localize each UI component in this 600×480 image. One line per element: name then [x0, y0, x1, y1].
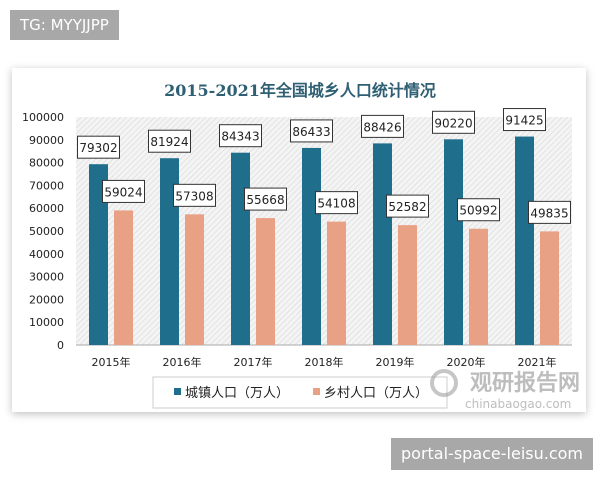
- x-tick-label: 2015年: [92, 355, 131, 369]
- y-tick-label: 30000: [29, 271, 64, 284]
- data-label-box: [315, 191, 358, 215]
- x-tick-label: 2020年: [447, 355, 486, 369]
- chart-title: 2015-2021年全国城乡人口统计情况: [164, 81, 436, 100]
- x-tick-label: 2016年: [163, 355, 202, 369]
- logo: 观研报告网 chinabaogao.com: [430, 369, 580, 411]
- bar-rural: [185, 214, 204, 345]
- bar-rural: [540, 231, 559, 345]
- data-label-rural: 57308: [175, 189, 213, 203]
- data-label-box: [77, 135, 120, 159]
- x-tick-label: 2017年: [234, 355, 273, 369]
- y-tick-label: 60000: [29, 202, 64, 215]
- x-tick-label: 2021年: [518, 355, 557, 369]
- data-label-box: [457, 198, 500, 222]
- data-label-rural: 52582: [388, 200, 426, 214]
- data-label-box: [219, 124, 262, 148]
- y-tick-label: 80000: [29, 157, 64, 170]
- data-label-urban: 81924: [150, 135, 188, 149]
- bar-urban: [444, 139, 463, 345]
- legend-swatch-urban: [174, 388, 181, 395]
- y-tick-label: 10000: [29, 316, 64, 329]
- watermark-top-left: TG: MYYJJPP: [10, 10, 119, 40]
- data-label-rural: 50992: [459, 204, 497, 218]
- bar-rural: [256, 218, 275, 345]
- plot-background: [76, 117, 572, 345]
- data-label-box: [503, 108, 546, 132]
- data-label-box: [432, 110, 475, 134]
- bar-urban: [373, 143, 392, 345]
- bar-rural: [327, 221, 346, 345]
- data-label-rural: 49835: [530, 206, 568, 220]
- y-tick-label: 100000: [22, 111, 64, 124]
- bar-rural: [398, 225, 417, 345]
- y-tick-label: 90000: [29, 134, 64, 147]
- legend-box: [152, 376, 448, 409]
- bar-urban: [302, 147, 321, 345]
- bar-urban: [515, 136, 534, 345]
- data-label-box: [290, 119, 333, 143]
- legend-label-urban: 城镇人口（万人）: [185, 386, 289, 401]
- data-label-box: [244, 187, 287, 211]
- x-tick-label: 2019年: [376, 355, 415, 369]
- data-label-box: [102, 179, 145, 203]
- data-label-box: [386, 194, 429, 218]
- data-label-box: [528, 200, 571, 224]
- data-label-urban: 90220: [434, 116, 472, 130]
- logo-url: chinabaogao.com: [465, 397, 571, 411]
- data-label-urban: 86433: [292, 125, 330, 139]
- data-label-rural: 59024: [104, 185, 142, 199]
- bar-rural: [114, 210, 133, 345]
- bar-urban: [231, 152, 250, 345]
- logo-name: 观研报告网: [470, 371, 580, 396]
- x-tick-label: 2018年: [305, 355, 344, 369]
- legend-swatch-rural: [313, 388, 320, 395]
- data-label-box: [361, 114, 404, 138]
- data-label-box: [173, 183, 216, 207]
- data-label-urban: 88426: [363, 120, 401, 134]
- legend-label-rural: 乡村人口（万人）: [324, 386, 428, 401]
- data-label-urban: 84343: [221, 130, 259, 144]
- data-label-box: [148, 129, 191, 153]
- logo-mark-icon: [430, 369, 458, 397]
- bar-rural: [469, 228, 488, 345]
- y-tick-label: 0: [57, 339, 64, 352]
- data-label-rural: 55668: [246, 193, 284, 207]
- data-label-urban: 91425: [505, 114, 543, 128]
- data-label-urban: 79302: [79, 141, 117, 155]
- y-tick-label: 50000: [29, 225, 64, 238]
- bar-urban: [89, 164, 108, 345]
- watermark-bottom-right: portal-space-leisu.com: [391, 438, 593, 470]
- y-tick-label: 20000: [29, 293, 64, 306]
- y-tick-label: 70000: [29, 179, 64, 192]
- y-tick-label: 40000: [29, 248, 64, 261]
- data-label-rural: 54108: [317, 197, 355, 211]
